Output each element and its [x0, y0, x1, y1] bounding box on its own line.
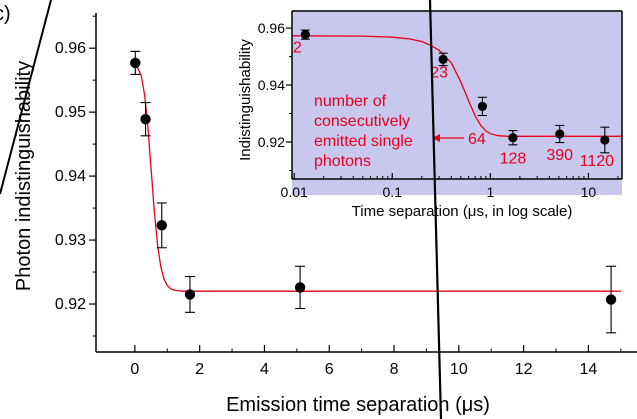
inset-point-label: 128 [500, 151, 527, 168]
main-y-axis-title: Photon indistinguishability [13, 61, 35, 291]
inset-fit-curve-group [291, 35, 622, 137]
main-data-point [140, 113, 151, 125]
inset-y-tick-label: 0.92 [258, 134, 285, 150]
inset-data-point [555, 129, 565, 139]
inset-y-tick-label: 0.96 [258, 20, 285, 36]
main-data-point [294, 282, 306, 293]
main-x-tick-label: 14 [580, 361, 598, 378]
main-data-point [184, 289, 196, 300]
annotation-arrow [432, 134, 464, 142]
inset-x-tick-label: 0.01 [281, 184, 308, 200]
main-y-tick-label: 0.94 [55, 168, 86, 185]
annotation-line-3: emitted single [314, 133, 413, 150]
inset-x-axis-title: Time separation (μs, in log scale) [352, 203, 573, 220]
inset-x-tick-label: 1 [486, 184, 494, 200]
left-diagonal-line [0, 0, 52, 195]
inset-data-point [508, 133, 518, 143]
main-x-tick-label: 4 [260, 361, 269, 378]
central-diagonal-line [428, 0, 443, 419]
inset-plot-background [292, 11, 622, 195]
inset-axes-group: 0.01 0.1 1 10 0.92 0.94 0.96 [258, 10, 623, 200]
main-y-tick-label: 0.93 [55, 232, 86, 249]
inset-points-group [300, 29, 610, 154]
main-x-tick-label: 6 [325, 361, 334, 378]
inset-point-label: 1120 [580, 153, 615, 170]
inset-x-tick-label: 10 [581, 184, 597, 200]
inset-fit-line [291, 35, 622, 137]
main-x-tick-label: 2 [195, 361, 204, 378]
inset-data-point [300, 30, 310, 40]
inset-y-tick-label: 0.94 [258, 77, 285, 93]
panel-label: c) [0, 3, 11, 25]
main-data-point [130, 57, 141, 69]
inset-data-point [600, 135, 610, 145]
annotation-line-1: number of [314, 93, 387, 110]
main-x-axis-title: Emission time separation (μs) [226, 394, 490, 416]
annotation-line-4: photons [314, 153, 371, 170]
inset-annotation: number of consecutively emitted single p… [314, 93, 417, 170]
main-y-tick-label: 0.92 [55, 296, 86, 313]
inset-point-label: 23 [430, 64, 448, 81]
inset-data-point [477, 101, 488, 111]
inset-point-label: 390 [546, 147, 573, 164]
inset-x-tick-label: 0.1 [383, 184, 403, 200]
annotation-line-2: consecutively [314, 113, 410, 130]
main-x-tick-label: 0 [130, 361, 139, 378]
main-axes-group: 0 2 4 6 8 10 12 140.920.930.940.950.96 [55, 13, 637, 378]
main-x-tick-label: 10 [450, 361, 468, 378]
main-data-point [156, 220, 167, 231]
inset-data-point [438, 54, 448, 65]
inset-point-label: 2 [293, 40, 302, 57]
main-x-tick-label: 8 [390, 361, 399, 378]
main-y-tick-label: 0.96 [55, 40, 86, 57]
main-y-tick-label: 0.95 [55, 104, 86, 121]
inset-point-label: 64 [468, 131, 486, 148]
main-data-point [605, 294, 617, 305]
main-points-group [130, 50, 617, 334]
main-x-tick-label: 12 [515, 361, 533, 378]
inset-point-labels-group: 2 23 64 128 390 1120 [293, 40, 614, 170]
inset-y-axis-title: Indistinguishability [237, 39, 254, 161]
